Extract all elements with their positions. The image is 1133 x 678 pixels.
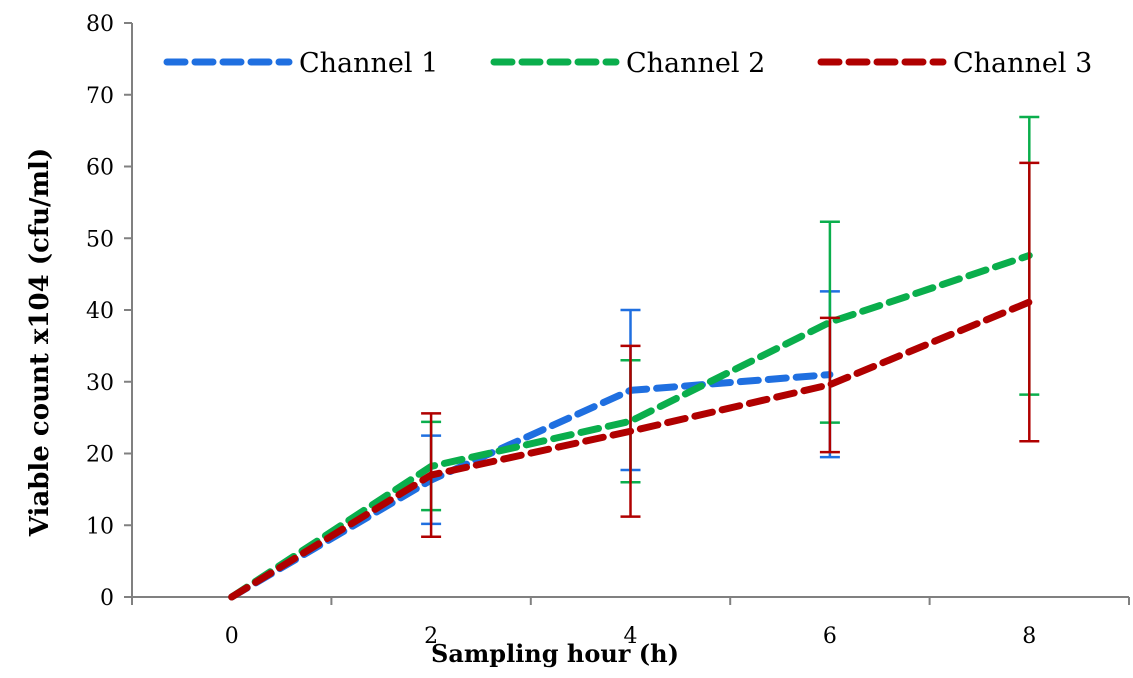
x-tick-label: 0 (225, 624, 239, 649)
data-point (629, 429, 632, 433)
y-tick-label: 50 (86, 227, 114, 252)
x-tick-label: 2 (424, 624, 438, 649)
axes: 0 10 20 30 40 50 60 70 80 0 2 4 6 8 (86, 12, 1130, 649)
series-3 (228, 161, 1040, 601)
series-layer (228, 115, 1040, 601)
y-tick-label: 40 (86, 299, 114, 324)
x-tick-label: 6 (823, 624, 837, 649)
legend-label-2: Channel 2 (626, 48, 765, 79)
series-line (228, 251, 1033, 601)
y-tick-label: 0 (100, 586, 114, 611)
x-tick-label: 8 (1022, 624, 1036, 649)
data-point (1027, 300, 1031, 304)
data-point (828, 383, 832, 387)
y-tick-label: 60 (86, 156, 114, 181)
y-axis-title: Viable count x104 (cfu/ml) (25, 148, 55, 537)
legend: Channel 1 Channel 2 Channel 3 (163, 48, 1092, 79)
legend-label-1: Channel 1 (299, 48, 438, 79)
x-tick-label: 4 (624, 624, 638, 649)
y-tick-label: 30 (86, 371, 114, 396)
data-point (429, 473, 433, 477)
y-tick-label: 20 (86, 443, 114, 468)
x-axis-title: Sampling hour (h) (431, 639, 679, 668)
y-tick-label: 80 (86, 12, 114, 37)
y-tick-label: 70 (86, 84, 114, 109)
y-tick-label: 10 (86, 514, 114, 539)
legend-label-3: Channel 3 (953, 48, 1092, 79)
data-point (230, 595, 234, 599)
